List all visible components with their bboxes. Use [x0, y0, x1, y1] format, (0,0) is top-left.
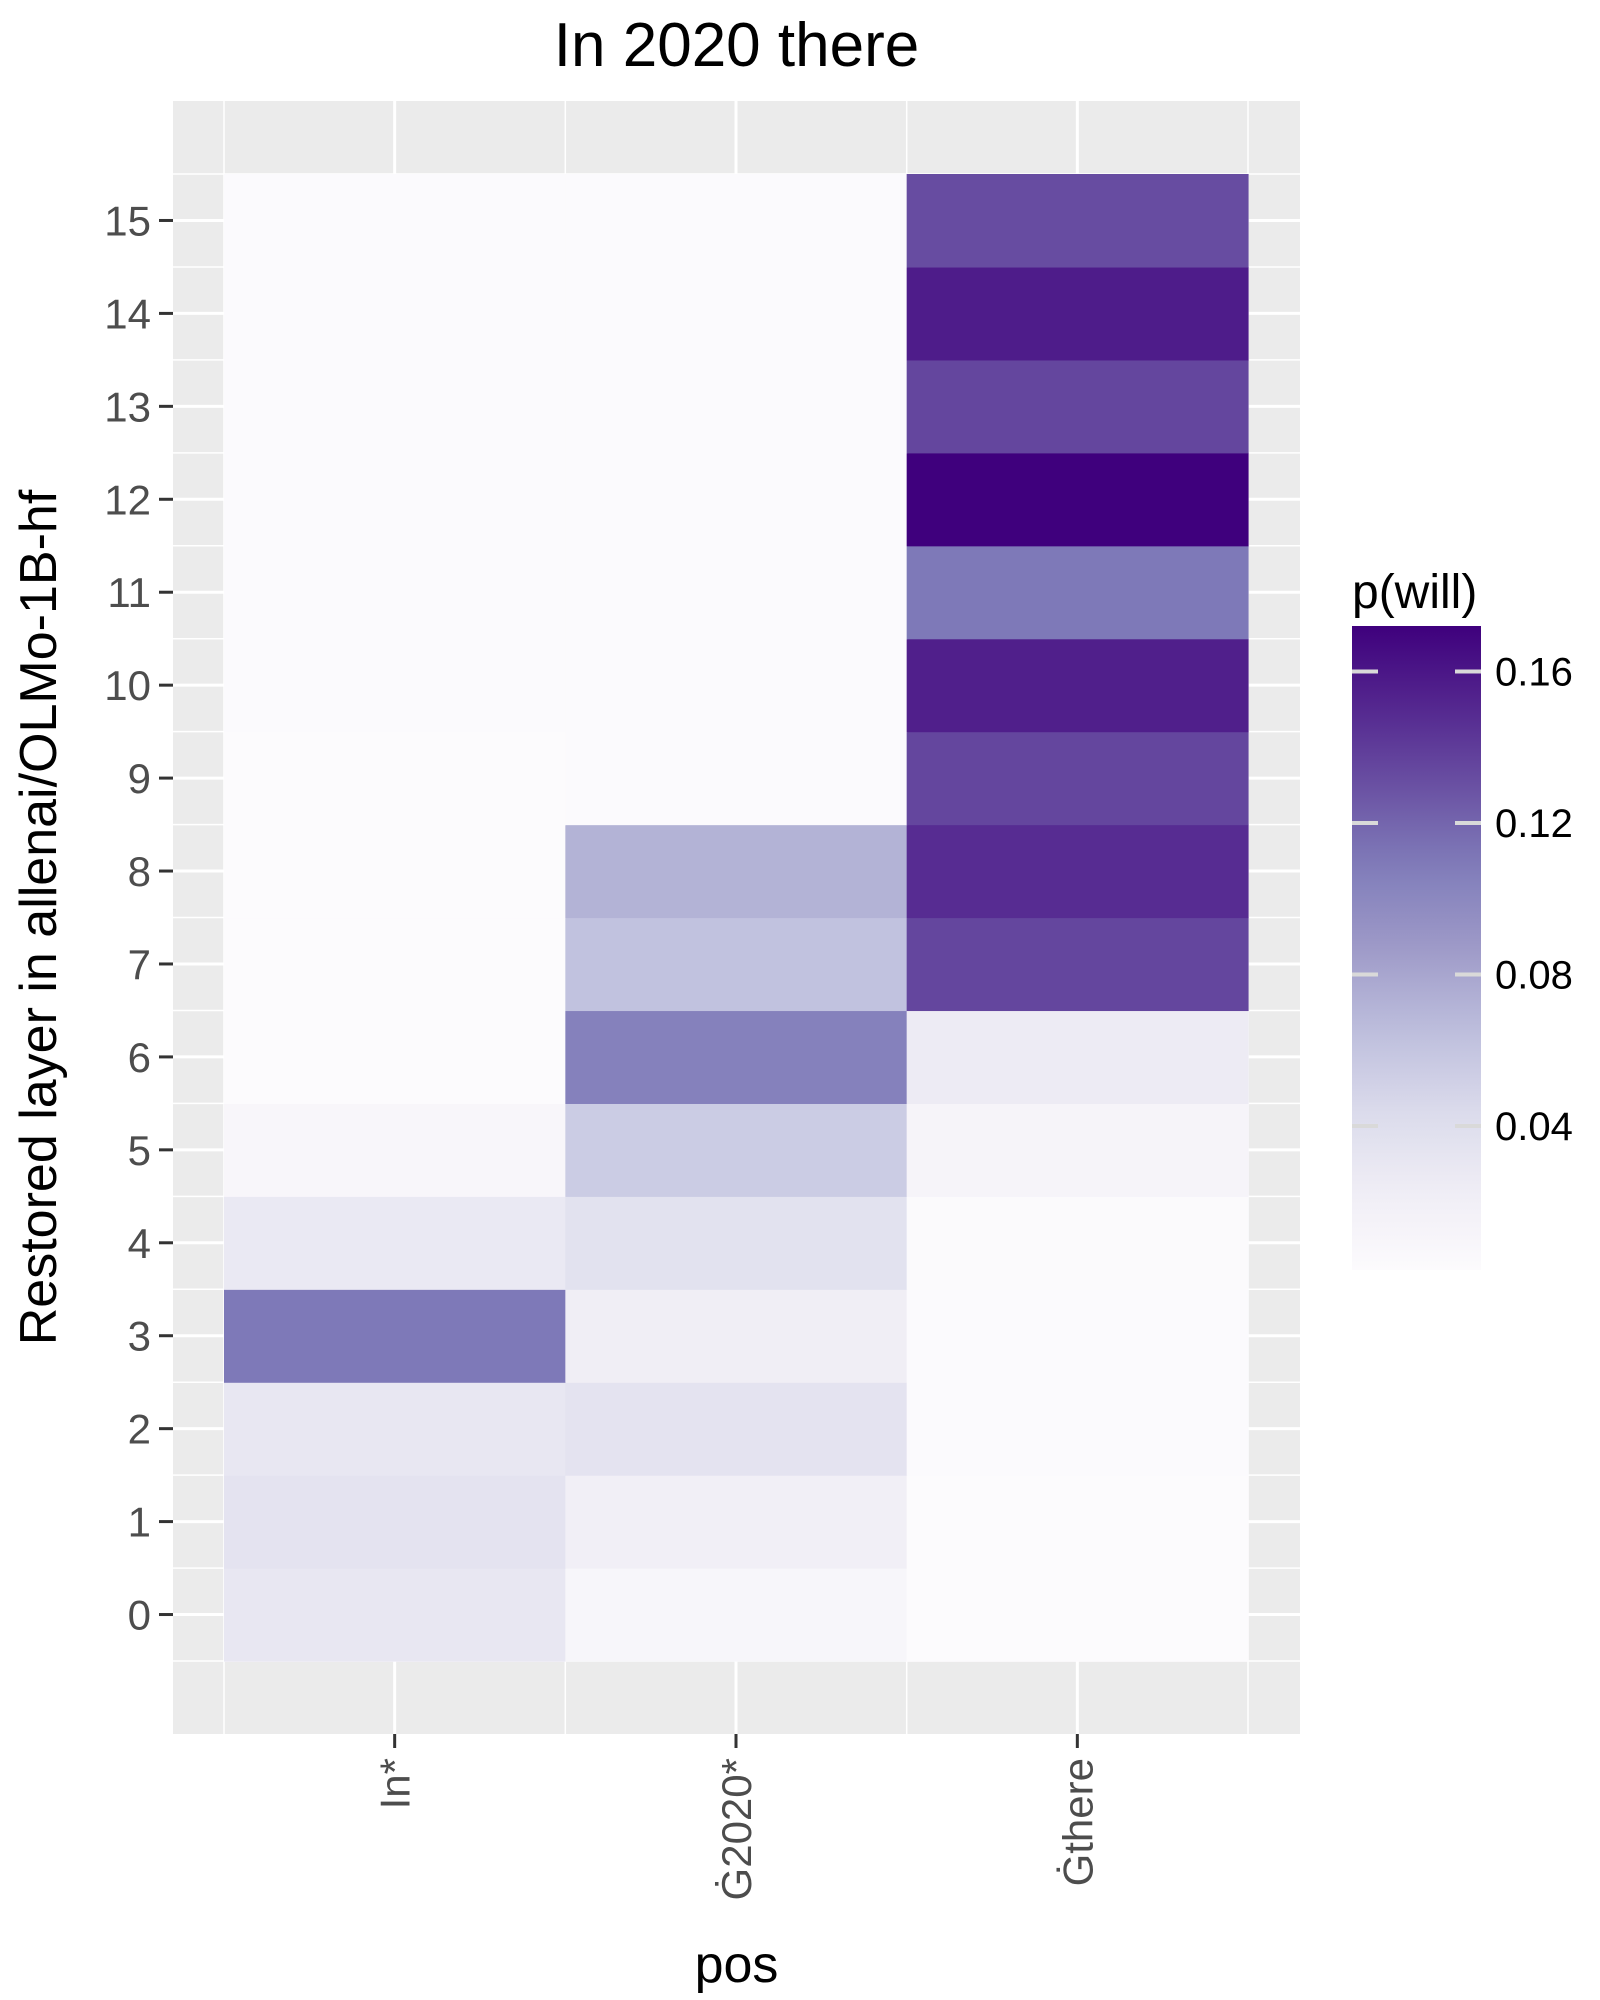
- y-tick-label: 0: [128, 1592, 151, 1639]
- x-axis-title: pos: [695, 1936, 779, 1994]
- legend-colorbar: [1352, 626, 1481, 1270]
- y-tick-label: 13: [104, 383, 151, 430]
- heatmap-tile: [224, 638, 566, 733]
- heatmap-tile: [565, 266, 908, 361]
- x-tick-label: Ġ2020*: [713, 1758, 760, 1900]
- heatmap-tile: [565, 359, 908, 454]
- heatmap-tile: [224, 1568, 566, 1662]
- heatmap-tile: [565, 731, 908, 826]
- y-tick-label: 5: [128, 1127, 151, 1174]
- y-tick-label: 4: [128, 1220, 151, 1267]
- heatmap-tile: [224, 1475, 566, 1569]
- y-tick-label: 8: [128, 848, 151, 895]
- y-tick-label: 9: [128, 755, 151, 802]
- heatmap-tile: [224, 545, 566, 640]
- heatmap-tile: [224, 266, 566, 361]
- y-tick-label: 6: [128, 1034, 151, 1081]
- color-legend: p(will) 0.04 0.08 0.12 0.16: [1352, 566, 1573, 1270]
- y-tick-label: 1: [128, 1499, 151, 1546]
- heatmap-tile: [906, 1475, 1249, 1569]
- heatmap-tile: [565, 638, 908, 733]
- heatmap-tile: [906, 1568, 1249, 1662]
- heatmap-tile: [565, 917, 908, 1012]
- heatmap-tile: [224, 1103, 566, 1197]
- legend-tick-label: 0.08: [1495, 954, 1573, 998]
- heatmap-tile: [906, 359, 1249, 454]
- heatmap-tile: [906, 174, 1249, 268]
- x-axis: In* Ġ2020* Ġthere: [372, 1734, 1101, 1900]
- heatmap-tiles: [224, 174, 1249, 1662]
- heatmap-tile: [224, 359, 566, 454]
- heatmap-tile: [224, 1289, 566, 1383]
- legend-tick-label: 0.16: [1495, 650, 1573, 694]
- heatmap-tile: [565, 1382, 908, 1476]
- heatmap-tile: [565, 1103, 908, 1197]
- y-tick-label: 14: [104, 290, 151, 337]
- heatmap-tile: [224, 1196, 566, 1290]
- heatmap-tile: [906, 452, 1249, 547]
- heatmap-tile: [224, 1382, 566, 1476]
- heatmap-tile: [224, 174, 566, 268]
- y-tick-label: 15: [104, 197, 151, 244]
- y-axis-title: Restored layer in allenai/OLMo-1B-hf: [10, 489, 68, 1345]
- legend-ticks: 0.04 0.08 0.12 0.16: [1352, 650, 1573, 1149]
- heatmap-tile: [906, 1010, 1249, 1104]
- y-tick-label: 12: [104, 476, 151, 523]
- heatmap-tile: [565, 545, 908, 640]
- heatmap-tile: [906, 1382, 1249, 1476]
- heatmap-tile: [565, 1475, 908, 1569]
- legend-tick-label: 0.12: [1495, 802, 1573, 846]
- y-tick-label: 2: [128, 1406, 151, 1453]
- heatmap-tile: [906, 917, 1249, 1012]
- heatmap-tile: [565, 1010, 908, 1104]
- heatmap-tile: [565, 824, 908, 919]
- heatmap-tile: [906, 545, 1249, 640]
- y-tick-label: 3: [128, 1313, 151, 1360]
- x-tick-label: Ġthere: [1054, 1758, 1101, 1886]
- heatmap-tile: [906, 638, 1249, 733]
- legend-tick-label: 0.04: [1495, 1105, 1573, 1149]
- heatmap-tile: [565, 452, 908, 547]
- heatmap-tile: [565, 174, 908, 268]
- heatmap-tile: [565, 1289, 908, 1383]
- legend-title: p(will): [1352, 566, 1477, 619]
- heatmap-tile: [224, 824, 566, 919]
- heatmap-tile: [565, 1568, 908, 1662]
- heatmap-tile: [906, 266, 1249, 361]
- heatmap-tile: [906, 1103, 1249, 1197]
- heatmap-tile: [224, 452, 566, 547]
- heatmap-tile: [224, 917, 566, 1012]
- heatmap-tile: [906, 1196, 1249, 1290]
- heatmap-tile: [906, 1289, 1249, 1383]
- heatmap-tile: [224, 731, 566, 826]
- chart-title: In 2020 there: [554, 11, 919, 80]
- heatmap-tile: [906, 824, 1249, 919]
- y-tick-label: 7: [128, 941, 151, 988]
- heatmap-tile: [565, 1196, 908, 1290]
- heatmap-tile: [906, 731, 1249, 826]
- heatmap-tile: [224, 1010, 566, 1104]
- x-tick-label: In*: [372, 1758, 419, 1809]
- y-tick-label: 11: [107, 569, 151, 616]
- y-tick-label: 10: [104, 662, 151, 709]
